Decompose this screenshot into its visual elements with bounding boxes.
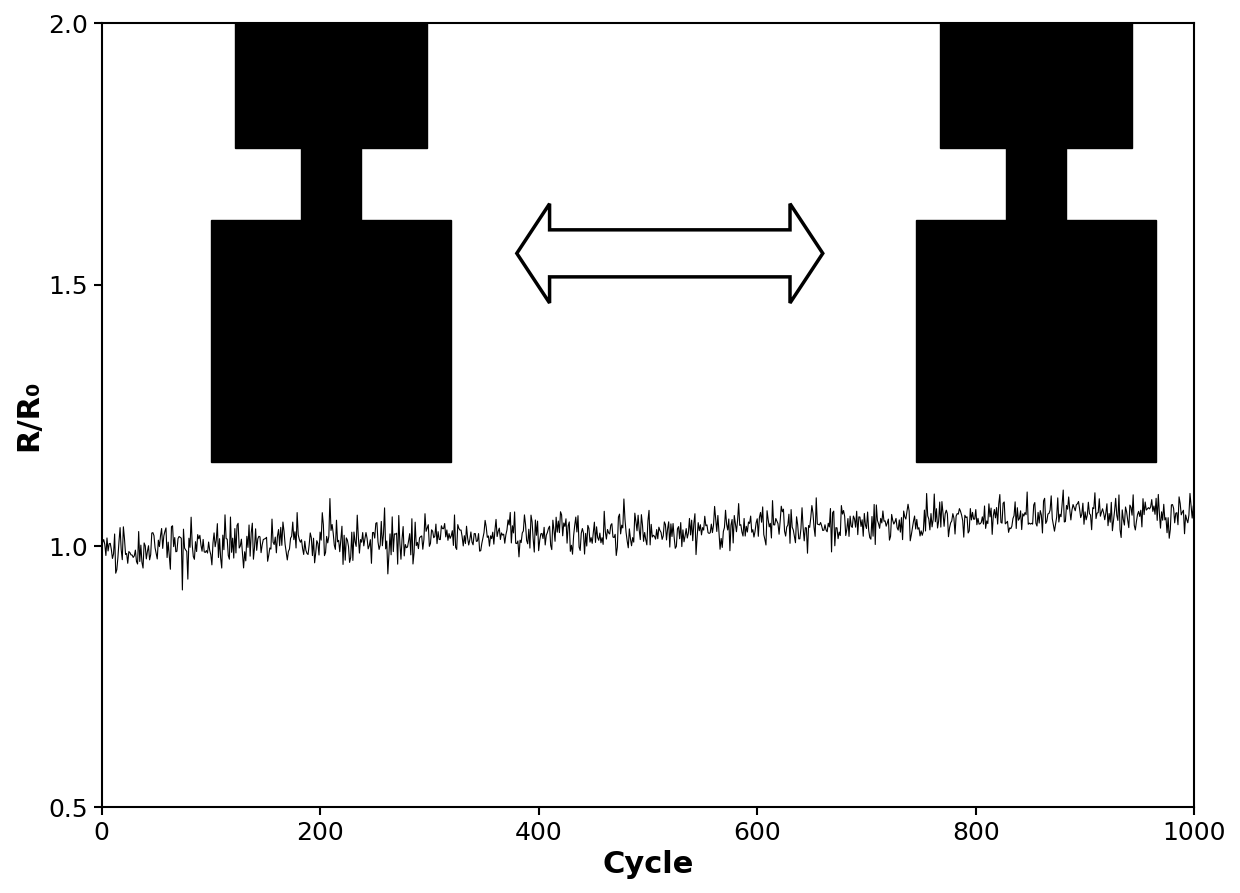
Bar xyxy=(915,220,1156,463)
Polygon shape xyxy=(517,204,823,303)
Y-axis label: R/R₀: R/R₀ xyxy=(14,380,43,451)
Bar xyxy=(236,13,427,147)
Bar xyxy=(940,13,1132,147)
Bar xyxy=(301,147,361,220)
Bar xyxy=(211,220,451,463)
Bar xyxy=(1006,147,1066,220)
X-axis label: Cycle: Cycle xyxy=(603,850,693,879)
